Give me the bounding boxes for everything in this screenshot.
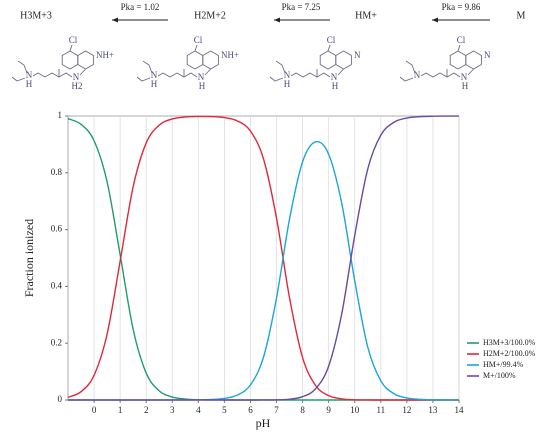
atom-label: H [284, 79, 291, 89]
atom-label: N [73, 72, 80, 82]
bond [327, 44, 331, 52]
x-tick-label: 5 [222, 405, 227, 415]
bond [457, 44, 461, 52]
series-line [68, 115, 460, 401]
atom-label: H2 [72, 81, 83, 91]
x-tick-label: 1 [118, 405, 123, 415]
arrow-head [274, 17, 280, 23]
atom-label: Cl [69, 35, 78, 45]
x-axis-label: pH [256, 416, 271, 430]
ring [186, 50, 204, 70]
x-tick-label: 8 [300, 405, 305, 415]
reaction-scheme: H3M+3 Pka = 1.02 H2M+2 Pka = 7.25 HM+ Pk… [20, 2, 526, 23]
ring [449, 50, 467, 70]
atom-label: N [198, 72, 205, 82]
atom-label: N [484, 50, 491, 60]
x-tick-label: 11 [376, 405, 385, 415]
chain [290, 69, 331, 78]
atom-label: Cl [327, 35, 336, 45]
bond [467, 68, 474, 76]
ring [335, 50, 352, 70]
x-tick-label: 12 [402, 405, 411, 415]
x-tick-label: 7 [274, 405, 279, 415]
x-tick-label: 2 [144, 405, 149, 415]
y-tick-label: 0.4 [51, 280, 63, 290]
y-tick-label: 0.6 [51, 224, 63, 234]
atom-label: H [332, 81, 339, 91]
bond [204, 68, 211, 76]
legend-label: H2M+2/100.0% [483, 349, 536, 358]
chain [157, 69, 198, 78]
ring [202, 50, 219, 70]
atom-label: H [26, 79, 33, 89]
ring [61, 50, 79, 70]
species-label: M [517, 10, 526, 21]
pka-label: Pka = 1.02 [121, 2, 160, 12]
atom-label: N [151, 70, 158, 80]
atom-label: H [462, 81, 469, 91]
y-tick-label: 0.2 [51, 337, 62, 347]
ring [465, 50, 482, 70]
arrow-head [112, 17, 118, 23]
x-tick-label: 9 [326, 405, 331, 415]
pka-label: Pka = 9.86 [442, 2, 481, 12]
species-label: H2M+2 [194, 10, 226, 21]
y-tick-label: 1 [58, 110, 63, 120]
series-line [67, 115, 459, 401]
legend-label: H3M+3/100.0% [483, 338, 536, 347]
atom-label: N [26, 70, 33, 80]
bond [194, 44, 198, 52]
legend-label: HM+/99.4% [483, 360, 524, 369]
atom-label: H [199, 81, 206, 91]
arrow-head [432, 17, 438, 23]
legend-label: M+/100% [483, 371, 516, 380]
series-line [68, 140, 460, 401]
atom-label: N [354, 50, 361, 60]
x-tick-label: 10 [350, 405, 360, 415]
bond [79, 68, 86, 76]
x-tick-label: 14 [455, 405, 465, 415]
pka-label: Pka = 7.25 [282, 2, 321, 12]
species-label: H3M+3 [20, 10, 52, 21]
atom-label: N [461, 72, 468, 82]
ring [77, 50, 94, 70]
x-tick-label: 13 [428, 405, 438, 415]
atom-label: NH+ [96, 50, 114, 60]
atom-label: Cl [457, 35, 466, 45]
ethyl [399, 60, 416, 82]
y-tick-label: 0.8 [51, 167, 63, 177]
chain [32, 69, 73, 78]
bond [337, 68, 344, 76]
ring [319, 50, 337, 70]
ethyl [136, 60, 153, 82]
species-label: HM+ [355, 10, 377, 21]
y-tick-label: 0 [58, 394, 63, 404]
y-axis-label: Fraction ionized [22, 219, 36, 297]
x-tick-label: 4 [196, 405, 201, 415]
x-tick-label: 0 [92, 405, 97, 415]
atom-label: N [331, 72, 338, 82]
atom-label: Cl [194, 35, 203, 45]
atom-label: N [414, 70, 421, 80]
atom-label: H [151, 79, 158, 89]
bond [69, 44, 73, 52]
atom-label: N [284, 70, 291, 80]
x-tick-label: 3 [170, 405, 175, 415]
ethyl [269, 60, 286, 82]
x-tick-label: 6 [248, 405, 253, 415]
atom-label: NH+ [221, 50, 239, 60]
ethyl [11, 60, 28, 82]
chain [420, 69, 461, 78]
